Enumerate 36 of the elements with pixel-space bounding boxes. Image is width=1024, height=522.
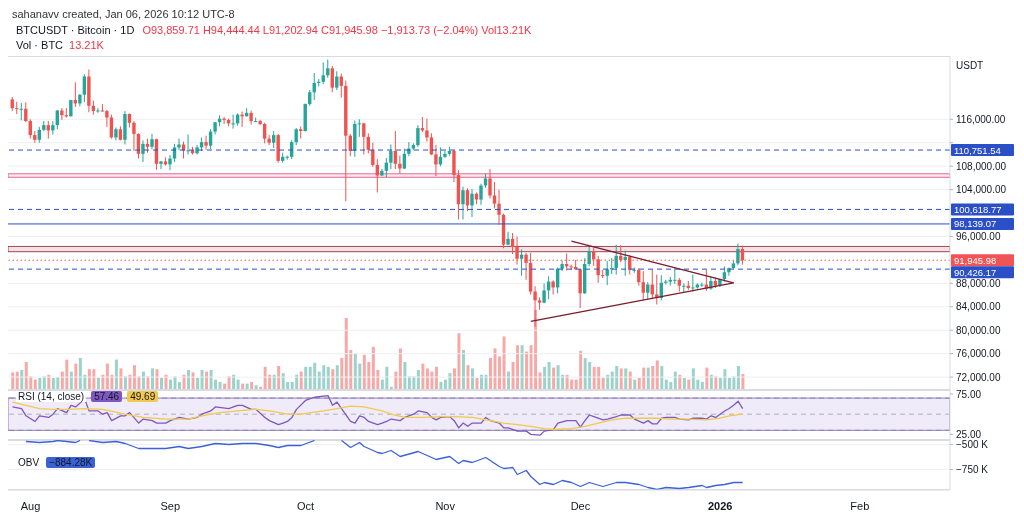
y-tick-label: 25.00 — [956, 428, 982, 440]
x-tick-label: Oct — [296, 500, 315, 512]
y-tick-label: 80,000.00 — [956, 324, 1001, 336]
ref-line-label: 110,751.54 — [954, 144, 1001, 156]
y-tick-label: 84,000.00 — [956, 301, 1001, 313]
y-tick-label: −500 K — [956, 439, 989, 450]
y-tick-label: 72,000.00 — [956, 371, 1001, 383]
annotation: −884.28K — [46, 457, 96, 468]
text: sahanavv created, Jan 06, 2026 10:12 UTC-8 — [12, 8, 235, 20]
chart-title: Vol · BTC — [16, 39, 64, 51]
y-tick-label: 104,000.00 — [956, 184, 1007, 196]
y-tick-label: −750 K — [956, 464, 989, 475]
y-tick-label: 108,000.00 — [956, 160, 1007, 172]
y-tick-label: 88,000.00 — [956, 277, 1001, 289]
text: OBV — [16, 457, 42, 468]
annotation: 57.46 — [91, 391, 123, 402]
y-tick-label: 96,000.00 — [956, 230, 1001, 242]
x-tick-label: Feb — [850, 500, 870, 512]
ref-line-label: 100,618.77 — [954, 203, 1002, 215]
ref-line-label: 98,139.07 — [954, 218, 997, 230]
chart-subtitle: O93,859.71 H94,444.44 L91,202.94 C91,945.98 −1,913.73 (−2.04%) Vol13.21K — [142, 24, 532, 36]
ref-line-label: 90,426.17 — [954, 266, 997, 278]
ref-line-label: 91,945.98 — [954, 254, 997, 266]
y-tick-label: 116,000.00 — [956, 113, 1006, 125]
y-tick-label: 75.00 — [956, 388, 982, 400]
x-tick-label: Aug — [20, 500, 41, 512]
chart-title: BTCUSDT · Bitcoin · 1D — [16, 24, 135, 36]
x-tick-label: Nov — [435, 500, 456, 512]
annotation: 49.69 — [127, 391, 159, 402]
y-axis-title: USDT — [956, 60, 984, 71]
x-tick-label: Sep — [160, 500, 181, 512]
x-tick-label: 2026 — [707, 500, 733, 512]
chart-title: RSI (14, close) — [16, 391, 87, 402]
x-tick-label: Dec — [570, 500, 591, 512]
text: 13.21K — [69, 39, 104, 51]
y-tick-label: 76,000.00 — [956, 348, 1001, 360]
